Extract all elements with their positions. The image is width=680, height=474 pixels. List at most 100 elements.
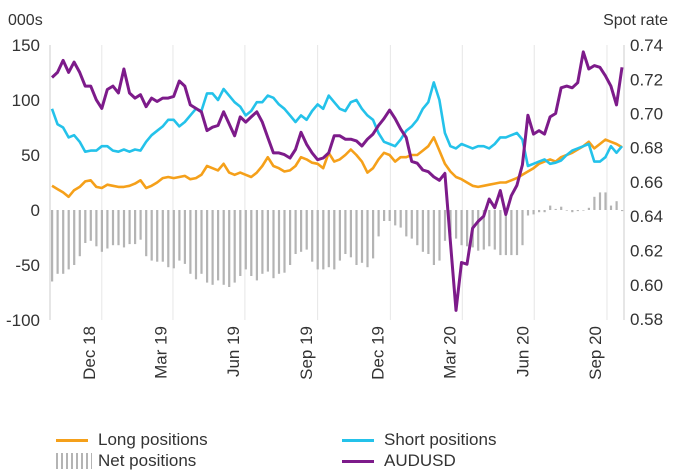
net-bar-51 xyxy=(333,210,336,270)
right-axis-ticks: 0.74 0.72 0.70 0.68 0.66 0.64 0.62 0.60 0.58 xyxy=(630,36,663,329)
right-tick-7: 0.60 xyxy=(630,276,663,295)
net-bar-35 xyxy=(244,210,247,270)
net-bar-45 xyxy=(300,210,303,252)
net-bar-32 xyxy=(228,210,231,287)
x-tick-4: Dec 19 xyxy=(369,326,388,380)
net-bar-75 xyxy=(466,210,469,247)
net-bar-60 xyxy=(383,210,386,221)
net-bar-52 xyxy=(338,210,341,261)
net-bar-34 xyxy=(239,210,242,276)
net-bar-5 xyxy=(78,210,81,257)
net-bar-25 xyxy=(189,210,192,274)
left-tick-4: -50 xyxy=(15,256,40,275)
net-bar-36 xyxy=(250,210,253,276)
net-bar-23 xyxy=(178,210,181,261)
net-bar-47 xyxy=(311,210,314,262)
net-bar-46 xyxy=(305,210,308,250)
net-bar-87 xyxy=(532,210,535,215)
net-bar-63 xyxy=(399,210,402,228)
net-bar-81 xyxy=(499,210,502,256)
right-tick-4: 0.66 xyxy=(630,173,663,192)
net-bar-96 xyxy=(582,210,585,211)
net-bar-86 xyxy=(526,210,530,216)
net-bar-98 xyxy=(593,196,596,210)
right-tick-1: 0.72 xyxy=(630,70,663,89)
net-bar-30 xyxy=(217,210,220,281)
net-bar-41 xyxy=(277,210,281,274)
net-bar-24 xyxy=(183,210,186,264)
net-bar-57 xyxy=(366,210,369,268)
net-bar-13 xyxy=(122,210,126,248)
net-bar-92 xyxy=(560,206,563,210)
net-bar-33 xyxy=(233,210,236,283)
net-bar-64 xyxy=(405,210,408,237)
net-positions-bars xyxy=(51,192,624,287)
net-bar-71 xyxy=(443,210,447,241)
net-bar-20 xyxy=(161,210,164,262)
net-bar-39 xyxy=(266,210,269,272)
net-bar-22 xyxy=(172,210,175,269)
net-bar-61 xyxy=(388,210,391,221)
net-bar-55 xyxy=(355,210,358,265)
right-tick-2: 0.70 xyxy=(630,105,663,124)
net-bar-21 xyxy=(167,210,170,268)
net-bar-79 xyxy=(488,210,491,247)
net-bar-97 xyxy=(587,207,590,210)
net-bar-90 xyxy=(549,205,552,210)
net-bar-99 xyxy=(598,192,602,210)
net-bar-78 xyxy=(482,210,485,250)
left-tick-2: 50 xyxy=(21,146,40,165)
net-bar-69 xyxy=(432,210,435,265)
net-bar-1 xyxy=(56,210,59,274)
net-bar-6 xyxy=(84,210,87,243)
net-bar-83 xyxy=(510,210,513,256)
x-axis-ticks: Dec 18 Mar 19 Jun 19 Sep 19 Dec 19 Mar 20 Jun … xyxy=(80,326,605,380)
net-bar-49 xyxy=(322,210,325,270)
net-bar-73 xyxy=(455,210,458,239)
net-bar-67 xyxy=(421,210,424,252)
net-bar-70 xyxy=(438,210,441,261)
net-bar-11 xyxy=(111,210,115,246)
net-bar-82 xyxy=(504,210,507,256)
series-lines xyxy=(50,50,624,312)
net-bar-89 xyxy=(543,210,546,213)
net-bar-16 xyxy=(139,210,142,240)
left-tick-3: 0 xyxy=(31,201,40,220)
net-bar-74 xyxy=(460,210,463,246)
net-bar-2 xyxy=(62,210,65,274)
x-tick-7: Sep 20 xyxy=(586,326,605,380)
series-line-short-positions xyxy=(50,81,623,168)
net-bar-15 xyxy=(134,210,137,245)
net-bar-37 xyxy=(255,210,258,281)
left-axis-unit-label: 000s xyxy=(8,12,43,29)
series-line-audusd xyxy=(50,50,624,312)
net-bar-31 xyxy=(222,210,225,285)
net-bar-94 xyxy=(571,210,574,213)
right-tick-8: 0.58 xyxy=(630,310,663,329)
right-axis-unit-label: Spot rate xyxy=(603,12,668,29)
net-bar-40 xyxy=(272,210,275,279)
net-bar-77 xyxy=(477,210,480,251)
net-bar-10 xyxy=(106,210,109,249)
net-bar-72 xyxy=(449,210,452,236)
net-bar-48 xyxy=(316,210,319,270)
x-tick-6: Jun 20 xyxy=(513,326,532,377)
net-bar-84 xyxy=(515,210,519,256)
net-bar-103 xyxy=(621,210,624,212)
net-bar-42 xyxy=(283,210,286,273)
x-tick-5: Mar 20 xyxy=(441,326,460,379)
net-bar-102 xyxy=(615,201,618,210)
net-bar-58 xyxy=(372,210,375,259)
net-bar-95 xyxy=(576,210,579,212)
x-tick-3: Sep 19 xyxy=(297,326,316,380)
net-bar-53 xyxy=(344,210,347,254)
net-bar-4 xyxy=(73,210,76,265)
net-bar-8 xyxy=(95,210,98,247)
net-bar-80 xyxy=(493,210,496,250)
net-bar-68 xyxy=(427,210,430,254)
net-bar-19 xyxy=(156,210,159,262)
net-bar-43 xyxy=(289,210,292,265)
net-bar-56 xyxy=(360,210,364,263)
net-bar-14 xyxy=(128,210,131,245)
net-bar-100 xyxy=(604,192,607,210)
